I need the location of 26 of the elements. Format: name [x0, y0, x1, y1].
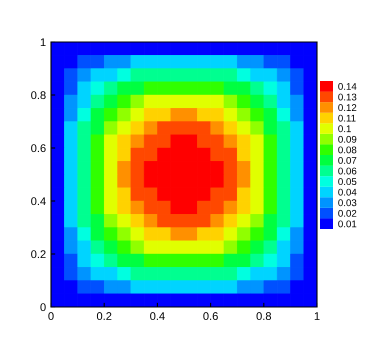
y-tick-label: 0 [40, 303, 46, 312]
x-tick-label: 0.4 [150, 312, 165, 320]
color-bar-label: 0.05 [338, 178, 356, 186]
y-tick-label: 0.4 [31, 197, 46, 206]
y-tick-label: 0.2 [31, 250, 46, 258]
y-tick-label: 1 [40, 38, 46, 46]
color-bar-label: 0.01 [338, 220, 356, 228]
color-bar-label: 0.08 [338, 146, 356, 154]
y-tick-label: 0.6 [31, 144, 46, 152]
color-bar-label: 0.1 [338, 125, 351, 132]
x-tick-label: 1 [314, 312, 320, 320]
color-bar-label: 0.07 [338, 157, 356, 164]
color-bar-label: 0.14 [338, 83, 356, 90]
color-bar-label: 0.02 [338, 210, 356, 217]
color-bar-label: 0.12 [338, 104, 356, 112]
color-bar-label: 0.03 [338, 199, 356, 206]
x-tick-label: 0.8 [256, 312, 272, 320]
color-bar-label: 0.04 [338, 188, 356, 196]
x-tick-label: 0 [48, 312, 54, 320]
x-tick-label: 0.2 [96, 312, 112, 320]
x-tick-label: 0.6 [203, 312, 218, 320]
color-bar-label: 0.13 [338, 94, 356, 100]
color-bar-label: 0.09 [338, 136, 356, 143]
color-bar-label: 0.06 [338, 168, 356, 174]
y-tick-label: 0.8 [31, 91, 46, 100]
color-bar-label: 0.11 [338, 114, 356, 122]
